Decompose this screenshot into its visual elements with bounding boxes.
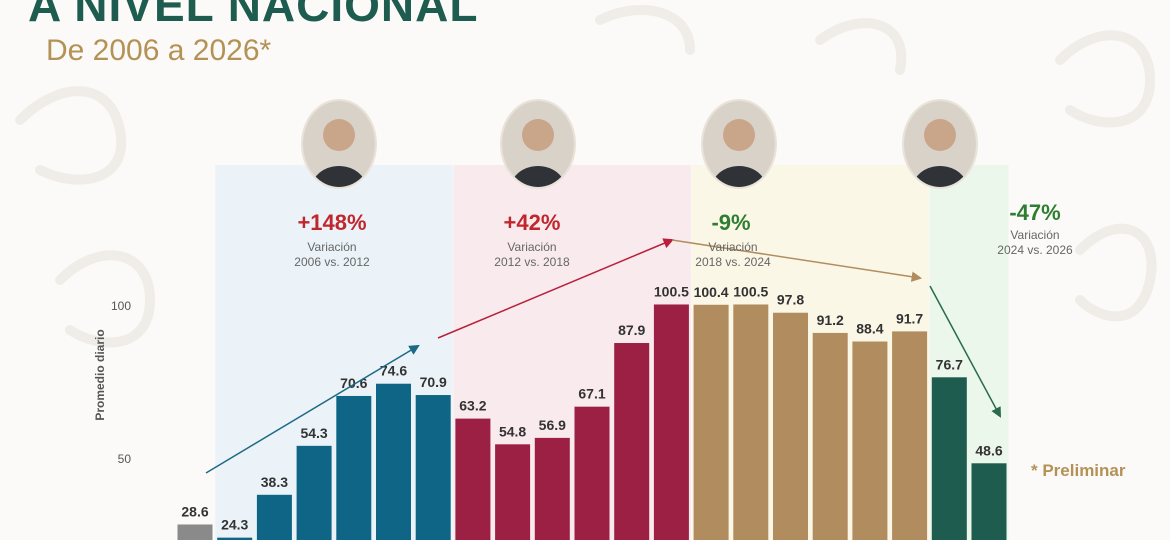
bar [931,377,967,540]
bar [415,395,451,540]
bar-value-label: 87.9 [618,322,645,338]
portrait-icon [502,101,574,187]
period-2-variation-range: 2012 vs. 2018 [494,255,570,269]
bar-value-label: 48.6 [975,442,1002,458]
bar [653,304,689,540]
bar-value-label: 100.4 [694,284,729,300]
bar-value-label: 74.6 [380,363,407,379]
bar [296,445,332,540]
period-1-variation-label: Variación [307,240,357,254]
bar [971,463,1007,540]
bar-value-label: 67.1 [578,386,605,402]
bar [336,395,372,540]
page-title: A NIVEL NACIONAL [28,0,479,31]
bar-value-label: 38.3 [261,474,288,490]
bar-value-label: 100.5 [733,283,768,299]
period-4-variation-label: Variación [1010,228,1060,242]
period-band [453,165,691,540]
period-band [691,165,930,540]
period-4-variation-range: 2024 vs. 2026 [997,243,1073,257]
bar-value-label: 28.6 [181,503,208,519]
bar [733,304,769,540]
trend-arrow [929,285,1001,418]
period-4-portrait [902,99,978,189]
y-tick-label: 100 [111,299,131,313]
bar-value-label: 24.3 [221,517,248,533]
period-1-variation-range: 2006 vs. 2012 [294,255,370,269]
bar-value-label: 91.7 [896,310,923,326]
bar [812,332,848,540]
y-tick-label: 50 [118,452,132,466]
trend-arrow [671,239,923,282]
portrait-icon [303,101,375,187]
bar [574,406,610,540]
bar [177,524,213,540]
bar-value-label: 91.2 [817,312,844,328]
period-2-variation-label: Variación [507,240,557,254]
period-3-portrait [701,99,777,189]
bar [693,304,729,540]
bar [495,444,531,540]
bar [892,331,928,540]
bar [534,437,570,540]
bar-value-label: 97.8 [777,292,804,308]
bar [773,312,808,540]
portrait-icon [904,101,976,187]
page-subtitle: De 2006 a 2026* [46,34,272,67]
bar-value-label: 70.6 [340,375,367,391]
period-3-variation-label: Variación [708,240,758,254]
trend-arrow [205,344,420,474]
y-axis-label: Promedio diario [93,329,107,420]
period-3-variation-pct: -9% [711,210,751,235]
period-2-variation-pct: +42% [503,210,561,235]
bar-value-label: 76.7 [936,356,963,372]
bar [852,341,888,540]
bar [614,343,650,540]
bar-value-label: 70.9 [420,374,447,390]
trend-arrow [437,238,674,339]
portrait-icon [703,101,775,187]
bar-value-label: 100.5 [654,283,689,299]
period-1-portrait [301,99,377,189]
bar-value-label: 88.4 [856,320,883,336]
preliminary-note: * Preliminar [1031,461,1126,480]
bar [256,494,292,540]
bar [376,383,411,540]
bar [455,418,491,540]
bar-value-label: 54.3 [300,425,327,441]
bar [217,537,253,540]
bar-value-label: 56.9 [539,417,566,433]
bar-value-label: 54.8 [499,423,526,439]
period-3-variation-range: 2018 vs. 2024 [695,255,771,269]
period-1-variation-pct: +148% [297,210,367,235]
period-4-variation-pct: -47% [1009,200,1061,225]
period-2-portrait [500,99,576,189]
bar-value-label: 63.2 [459,398,486,414]
